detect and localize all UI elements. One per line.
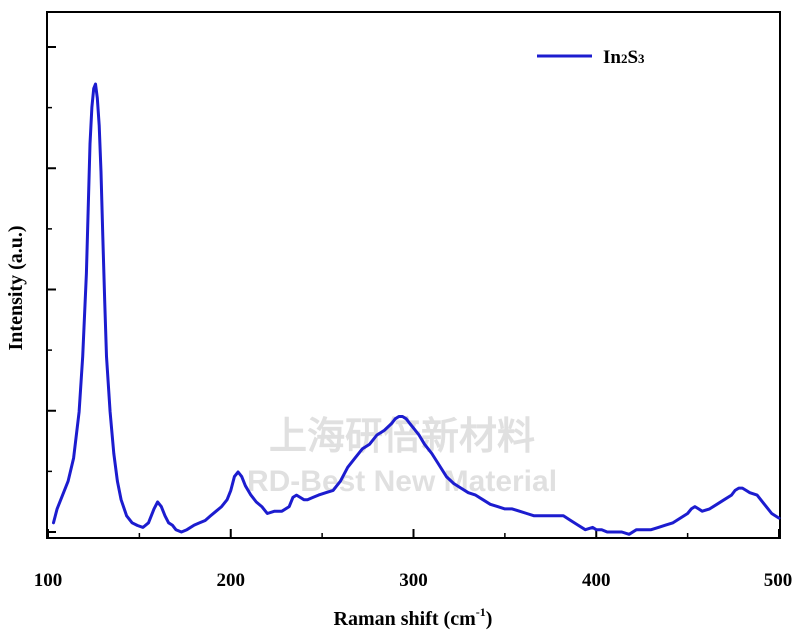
watermark-chinese: 上海研倍新材料 bbox=[269, 414, 535, 458]
x-axis-label: Raman shift (cm-1) bbox=[334, 605, 493, 630]
series-line-in2s3 bbox=[52, 82, 781, 536]
plot-frame bbox=[46, 11, 781, 539]
x-ticks: 100 200 300 400 500 bbox=[34, 529, 793, 591]
legend: In2S3 bbox=[537, 47, 645, 68]
x-tick-label: 200 bbox=[217, 570, 246, 591]
x-tick-label: 100 bbox=[34, 570, 63, 591]
y-ticks bbox=[48, 46, 56, 533]
x-tick-label: 400 bbox=[582, 570, 611, 591]
legend-label: In2S3 bbox=[603, 47, 645, 68]
y-axis-label: Intensity (a.u.) bbox=[5, 225, 27, 350]
x-tick-label: 500 bbox=[764, 570, 793, 591]
watermark-english: RD-Best New Material bbox=[247, 465, 557, 498]
x-tick-label: 300 bbox=[399, 570, 428, 591]
